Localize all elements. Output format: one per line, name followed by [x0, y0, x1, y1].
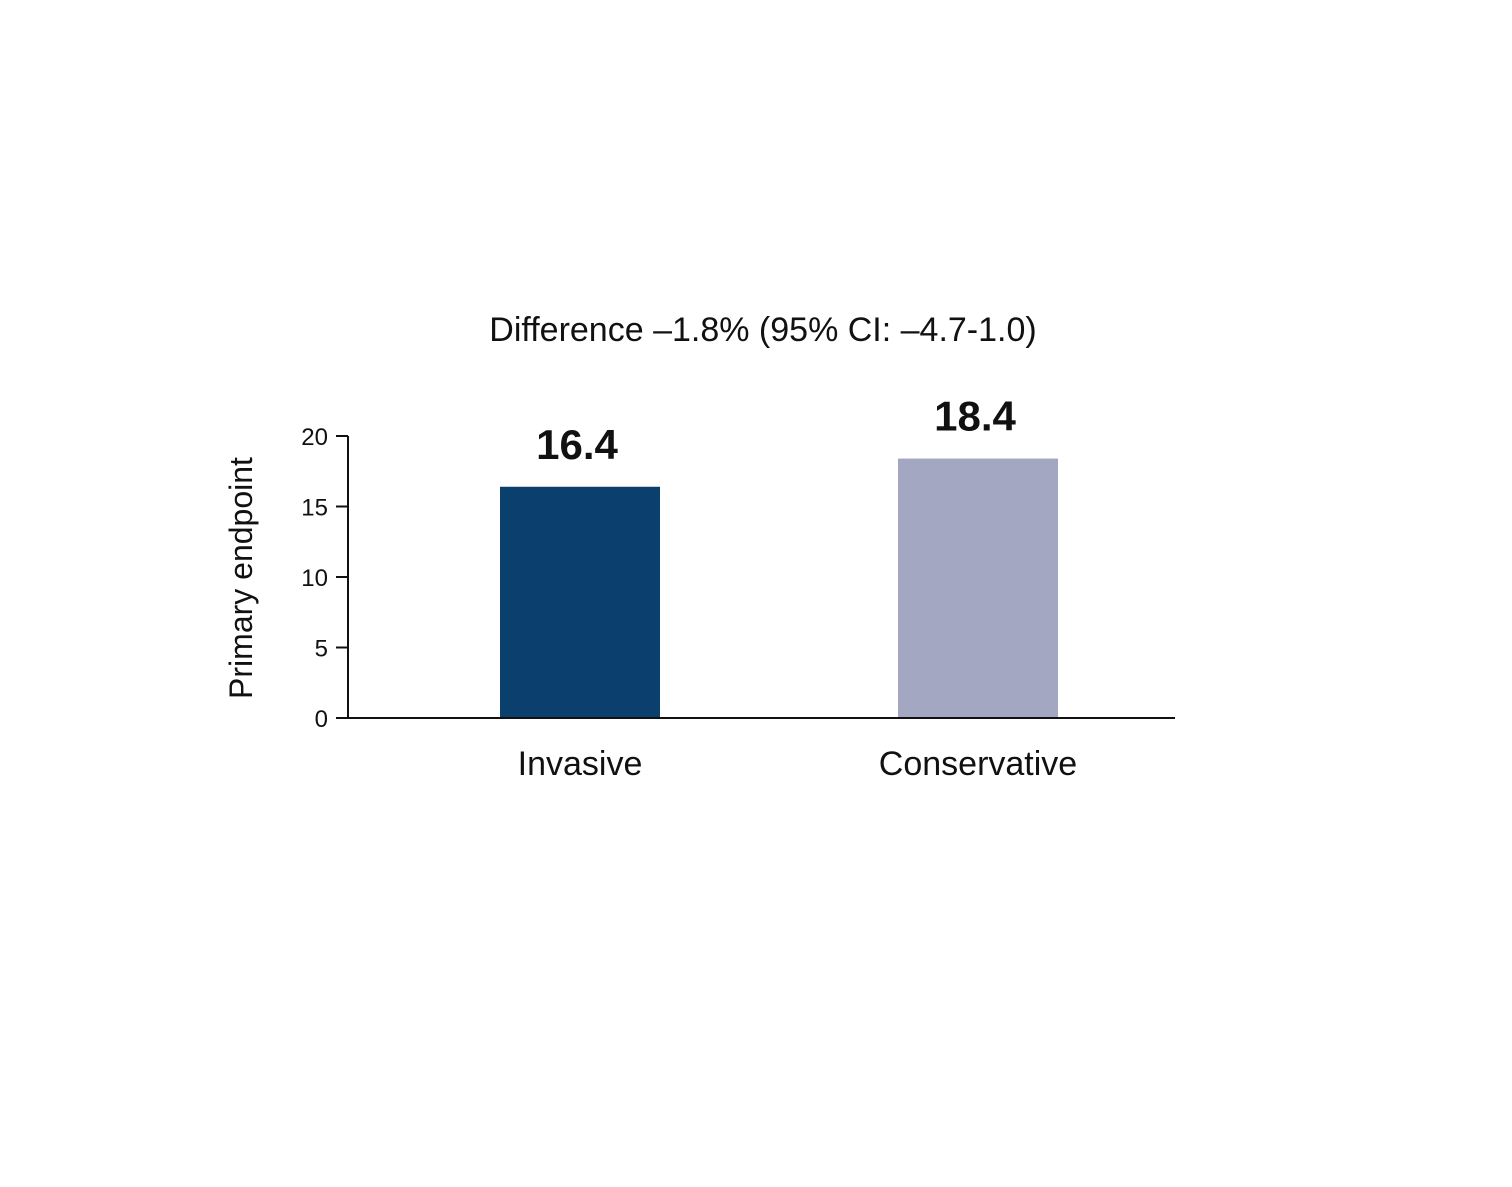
y-tick-label: 0 [315, 706, 328, 733]
y-tick-label: 15 [301, 495, 328, 522]
y-tick-label: 20 [301, 424, 328, 451]
bar-conservative [898, 458, 1058, 718]
bar-invasive [500, 486, 660, 718]
category-label-invasive: Invasive [518, 745, 643, 783]
category-labels-group: Invasive Conservative [518, 745, 1078, 783]
y-axis-label: Primary endpoint [223, 457, 259, 699]
y-tick-label: 10 [301, 565, 328, 592]
value-label-conservative: 18.4 [934, 393, 1016, 440]
bars-group [500, 458, 1058, 718]
y-axis-ticks: 0 5 10 15 20 [301, 424, 348, 733]
category-label-conservative: Conservative [879, 745, 1077, 783]
value-labels-group: 16.4 18.4 [536, 393, 1016, 468]
value-label-invasive: 16.4 [536, 421, 618, 468]
y-tick-label: 5 [315, 636, 328, 663]
chart-title: Difference –1.8% (95% CI: –4.7-1.0) [489, 311, 1036, 349]
